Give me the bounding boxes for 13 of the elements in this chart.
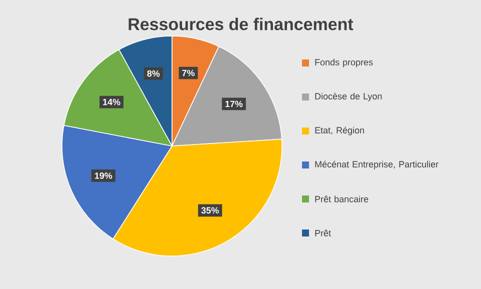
data-label: 14% bbox=[103, 98, 120, 106]
legend-label: Prêt bbox=[315, 230, 331, 236]
data-label: 19% bbox=[94, 172, 112, 179]
data-label: 17% bbox=[225, 100, 243, 108]
data-label: 8% bbox=[147, 70, 160, 77]
legend-label: Diocèse de Lyon bbox=[315, 92, 382, 102]
data-label: 7% bbox=[182, 70, 195, 76]
legend-label: Fonds propres bbox=[315, 58, 373, 68]
legend-label: Prêt bancaire bbox=[315, 196, 368, 202]
chart-title: Ressources de financement bbox=[128, 18, 354, 30]
legend-label: Etat, Région bbox=[315, 126, 364, 136]
legend-label: Mécénat Entreprise, Particulier bbox=[315, 160, 438, 170]
data-label: 35% bbox=[201, 207, 219, 214]
